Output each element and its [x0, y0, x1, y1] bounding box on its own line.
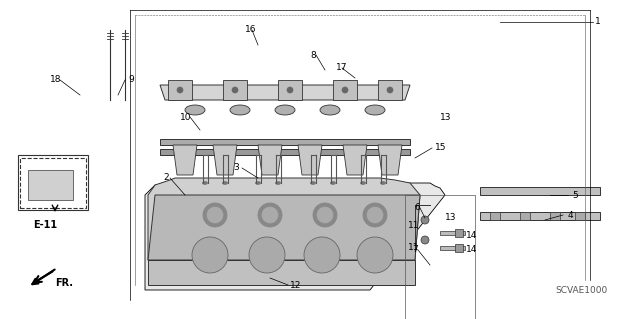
Polygon shape — [148, 195, 420, 260]
Bar — [278, 80, 302, 100]
Text: FR.: FR. — [55, 278, 73, 288]
Circle shape — [203, 203, 227, 227]
Text: 9: 9 — [128, 76, 134, 85]
Bar — [160, 139, 410, 145]
Ellipse shape — [255, 182, 260, 184]
Polygon shape — [148, 178, 420, 285]
Polygon shape — [378, 145, 402, 175]
Ellipse shape — [310, 182, 316, 184]
Text: 14: 14 — [466, 246, 477, 255]
Circle shape — [421, 216, 429, 224]
Polygon shape — [298, 145, 322, 175]
Bar — [480, 212, 600, 220]
Circle shape — [357, 237, 393, 273]
Text: 17: 17 — [336, 63, 348, 72]
Bar — [223, 80, 247, 100]
Text: 8: 8 — [310, 50, 316, 60]
Ellipse shape — [320, 105, 340, 115]
Circle shape — [287, 87, 293, 93]
Text: 7: 7 — [412, 246, 418, 255]
Circle shape — [313, 203, 337, 227]
Bar — [405, 195, 475, 319]
Polygon shape — [145, 183, 445, 290]
Text: 3: 3 — [233, 164, 239, 173]
Circle shape — [367, 207, 383, 223]
Circle shape — [232, 87, 238, 93]
Circle shape — [258, 203, 282, 227]
Polygon shape — [173, 145, 197, 175]
Ellipse shape — [381, 182, 385, 184]
Bar — [440, 231, 465, 235]
Ellipse shape — [275, 105, 295, 115]
Bar — [455, 229, 463, 237]
Bar — [28, 170, 73, 200]
Circle shape — [342, 87, 348, 93]
Text: 6: 6 — [414, 204, 420, 212]
Text: 13: 13 — [445, 213, 456, 222]
Ellipse shape — [202, 182, 207, 184]
Circle shape — [262, 207, 278, 223]
Bar — [18, 155, 88, 210]
Ellipse shape — [223, 182, 227, 184]
Bar — [575, 212, 585, 220]
Text: 1: 1 — [595, 18, 601, 26]
Bar — [160, 149, 410, 155]
Bar — [20, 158, 86, 208]
Text: 5: 5 — [572, 190, 578, 199]
Circle shape — [387, 87, 393, 93]
Ellipse shape — [185, 105, 205, 115]
Text: 11: 11 — [408, 243, 419, 253]
Ellipse shape — [330, 182, 335, 184]
Circle shape — [249, 237, 285, 273]
Text: 14: 14 — [466, 231, 477, 240]
Circle shape — [363, 203, 387, 227]
Text: SCVAE1000: SCVAE1000 — [555, 286, 607, 295]
Polygon shape — [160, 85, 410, 100]
Polygon shape — [343, 145, 367, 175]
Text: 2: 2 — [163, 174, 168, 182]
Bar — [440, 246, 465, 250]
Circle shape — [192, 237, 228, 273]
Text: 4: 4 — [568, 211, 573, 219]
Text: 13: 13 — [440, 114, 451, 122]
Text: E-11: E-11 — [33, 220, 57, 230]
Circle shape — [304, 237, 340, 273]
Ellipse shape — [275, 182, 280, 184]
Circle shape — [177, 87, 183, 93]
Bar — [333, 80, 357, 100]
Circle shape — [317, 207, 333, 223]
Bar — [455, 244, 463, 252]
Bar — [550, 212, 560, 220]
Ellipse shape — [365, 105, 385, 115]
Bar — [490, 212, 500, 220]
Text: 15: 15 — [435, 144, 447, 152]
Text: 11: 11 — [408, 220, 419, 229]
Bar — [168, 80, 192, 100]
Polygon shape — [148, 260, 415, 285]
Text: 12: 12 — [290, 280, 301, 290]
Text: 18: 18 — [50, 76, 61, 85]
Bar — [480, 187, 600, 195]
Polygon shape — [258, 145, 282, 175]
Bar — [378, 80, 402, 100]
Ellipse shape — [360, 182, 365, 184]
Circle shape — [207, 207, 223, 223]
Bar — [520, 212, 530, 220]
Text: 10: 10 — [180, 113, 191, 122]
Text: 16: 16 — [245, 26, 257, 34]
Polygon shape — [213, 145, 237, 175]
Circle shape — [421, 236, 429, 244]
Ellipse shape — [230, 105, 250, 115]
